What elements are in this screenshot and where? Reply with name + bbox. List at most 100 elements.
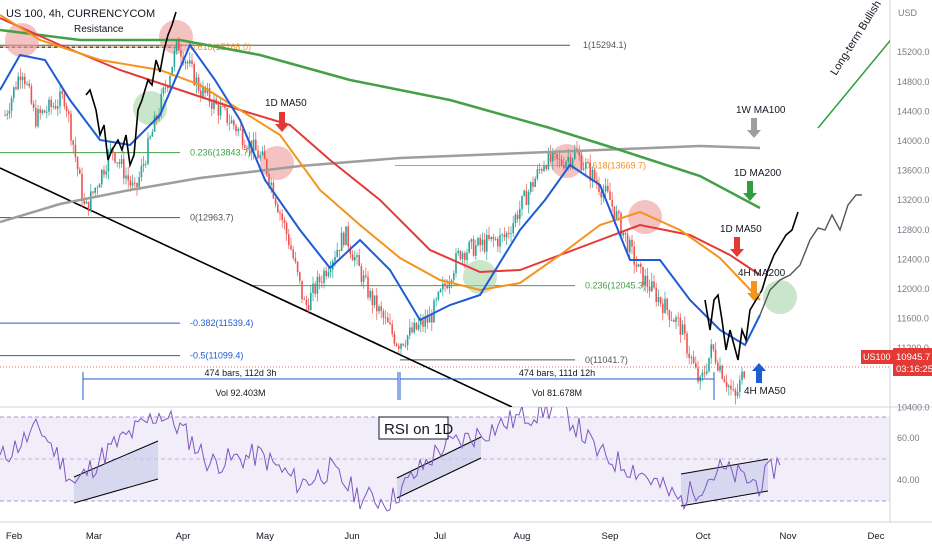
candle-body — [580, 155, 583, 170]
candle-body — [380, 306, 382, 312]
candle-body — [226, 108, 228, 123]
chart-header-symbol: US 100, 4h, CURRENCYCOM — [6, 8, 155, 20]
candle-body — [59, 91, 61, 107]
candle-body — [217, 104, 220, 116]
candle-body — [57, 106, 59, 109]
candle-body — [591, 169, 594, 181]
candle-body — [224, 106, 226, 109]
candle-body — [644, 275, 646, 286]
candle-body — [563, 164, 565, 169]
candle-body — [72, 140, 74, 145]
candle-body — [486, 234, 488, 252]
highlight-circle — [159, 20, 193, 54]
candle-body — [664, 298, 666, 314]
arrow-1d-ma50-left — [275, 112, 289, 132]
arrow-1w-ma100 — [747, 118, 761, 138]
candle-body — [481, 239, 484, 246]
arrow-1d-ma50-right — [730, 237, 744, 257]
candle-body — [653, 281, 655, 288]
fib-level-label: 0(12963.7) — [190, 213, 234, 223]
candle-body — [420, 320, 422, 325]
candle-body — [741, 371, 743, 381]
candle-body — [180, 50, 182, 57]
candle-body — [96, 187, 99, 189]
candle-body — [118, 162, 121, 164]
price-tick-label: 13600.0 — [897, 166, 930, 176]
candle-body — [545, 166, 547, 169]
candle-body — [651, 281, 653, 292]
candle-body — [202, 86, 204, 97]
candle-body — [167, 86, 169, 89]
candle-body — [92, 191, 94, 193]
candle-body — [140, 165, 143, 178]
candle-body — [459, 250, 462, 260]
annotation-arrows — [275, 112, 766, 383]
candle-body — [32, 103, 35, 108]
time-tick-label: Dec — [868, 531, 885, 542]
candle-body — [257, 150, 259, 159]
candle-body — [307, 304, 310, 311]
candle-body — [103, 169, 105, 175]
candle-body — [145, 163, 147, 165]
candle-body — [558, 159, 561, 160]
candle-body — [362, 275, 365, 282]
candle-body — [657, 297, 660, 302]
candle-body — [281, 213, 283, 220]
time-tick-label: Oct — [696, 531, 711, 542]
candle-body — [351, 254, 354, 261]
candle-body — [492, 236, 495, 240]
candle-body — [151, 131, 154, 137]
measure-vol-label: Vol 92.403M — [215, 388, 265, 398]
rsi-tick-label: 60.00 — [897, 433, 920, 443]
price-tick-label: 12000.0 — [897, 284, 930, 294]
candle-body — [235, 125, 237, 132]
fractal-2 — [704, 211, 799, 361]
candle-body — [162, 87, 165, 94]
candle-body — [371, 291, 374, 306]
candle-body — [732, 389, 734, 391]
candle-body — [475, 245, 477, 256]
label-1d-ma50-left: 1D MA50 — [265, 98, 307, 109]
candle-body — [334, 257, 336, 261]
candle-body — [501, 234, 503, 236]
candle-body — [321, 282, 323, 283]
candle-body — [697, 367, 699, 382]
candle-body — [270, 182, 272, 185]
candle-body — [439, 289, 442, 292]
candle-body — [640, 264, 642, 267]
candle-body — [61, 91, 63, 94]
candle-body — [138, 177, 140, 187]
candle-body — [609, 191, 611, 201]
candle-body — [268, 173, 270, 185]
candle-body — [424, 317, 426, 327]
rsi-channel-fill — [74, 441, 158, 503]
candle-body — [695, 363, 697, 368]
rsi-channel-bottom — [680, 490, 769, 507]
candle-body — [171, 66, 173, 76]
candle-body — [393, 333, 396, 344]
candle-body — [312, 283, 314, 293]
candle-body — [48, 99, 50, 112]
candle-body — [239, 128, 242, 130]
candle-body — [68, 111, 70, 114]
candle-body — [318, 276, 321, 283]
candle-body — [186, 61, 189, 64]
candle-body — [688, 353, 690, 358]
candle-body — [703, 372, 706, 374]
arrow-4h-ma200 — [747, 281, 761, 301]
candle-body — [679, 317, 682, 335]
candle-body — [178, 40, 180, 51]
candle-body — [435, 299, 437, 301]
candle-body — [349, 246, 352, 255]
candle-body — [28, 83, 30, 87]
candle-body — [604, 185, 607, 192]
candle-body — [571, 158, 574, 165]
price-tick-label: 15200.0 — [897, 47, 930, 57]
price-tag — [893, 348, 932, 376]
price-axis-unit: USD — [898, 8, 918, 18]
candle-body — [131, 182, 134, 186]
price-tick-label: 14000.0 — [897, 136, 930, 146]
candle-body — [46, 111, 48, 113]
candle-body — [76, 157, 79, 170]
